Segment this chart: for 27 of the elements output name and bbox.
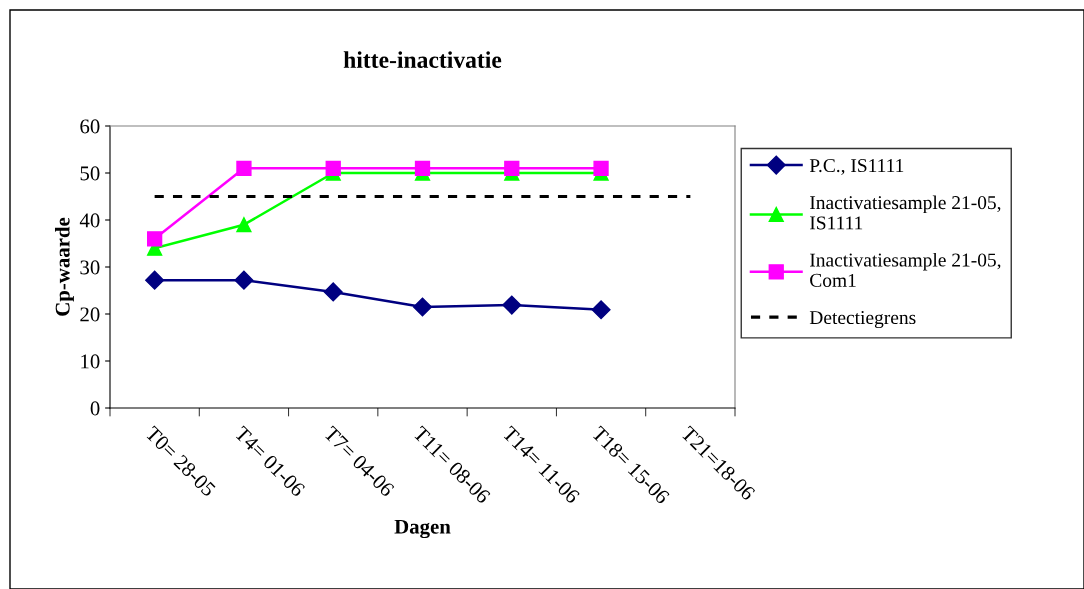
y-axis-title: Cp-waarde: [55, 217, 74, 316]
y-tick-label: 40: [79, 213, 100, 228]
y-tick-label: 30: [80, 260, 100, 275]
point: [236, 217, 252, 233]
point: [502, 295, 522, 315]
point: [325, 160, 341, 176]
point: [504, 160, 520, 176]
legend-label: P.C., IS1111: [809, 159, 904, 175]
point: [414, 160, 431, 176]
legend-label: Inactivatiesample 21-05, Com1: [810, 252, 1001, 287]
x-axis-title: Dagen: [394, 519, 451, 539]
point: [145, 270, 165, 290]
point: [323, 282, 343, 302]
legend-label: Detectiegrens: [809, 311, 916, 329]
point: [147, 231, 163, 247]
y-tick-label: 50: [80, 166, 100, 181]
y-tick-label: 20: [80, 307, 100, 322]
point: [234, 270, 254, 290]
y-tick-label: 0: [90, 401, 100, 416]
y-tick-label: 60: [80, 119, 100, 134]
point: [593, 160, 609, 176]
y-tick-label: 10: [81, 354, 100, 369]
point: [236, 160, 252, 176]
point: [412, 297, 433, 317]
legend-label: Inactivatiesample 21-05, IS1111: [810, 195, 1001, 230]
chart-title: hitte-inactivatie: [343, 51, 502, 68]
point: [591, 300, 611, 320]
